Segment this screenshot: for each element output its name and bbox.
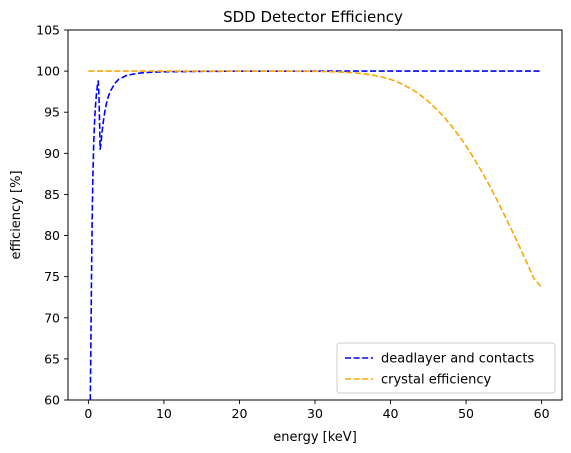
y-tick-label: 95: [44, 105, 60, 120]
y-tick-label: 60: [44, 393, 60, 408]
x-tick-label: 40: [383, 406, 399, 421]
y-tick-label: 105: [36, 23, 60, 38]
x-tick-label: 60: [534, 406, 550, 421]
y-tick-label: 100: [36, 64, 60, 79]
y-tick-label: 85: [44, 187, 60, 202]
series-line-1: [89, 70, 542, 400]
legend: deadlayer and contacts crystal efficiency: [336, 342, 556, 394]
plot-area: 0 10 20 30 40 50 60 60 65 70 75 80 85 90 95 100 105: [36, 23, 563, 421]
legend-label-1: deadlayer and contacts: [381, 352, 534, 367]
y-tick-label: 80: [44, 228, 60, 243]
x-axis-label: energy [keV]: [273, 430, 357, 445]
legend-box: [336, 342, 556, 394]
x-tick-label: 20: [232, 406, 248, 421]
y-tick-label: 75: [44, 269, 60, 284]
x-tick-label: 0: [84, 406, 92, 421]
x-tick-label: 50: [458, 406, 474, 421]
legend-label-2: crystal efficiency: [381, 373, 491, 388]
y-tick-label: 65: [44, 351, 60, 366]
x-axis-ticks: 0 10 20 30 40 50 60: [84, 400, 550, 421]
y-axis-label: efficiency [%]: [9, 170, 24, 259]
y-tick-label: 90: [44, 146, 60, 161]
x-tick-label: 10: [156, 406, 172, 421]
y-tick-label: 70: [44, 310, 60, 325]
x-tick-label: 30: [307, 406, 323, 421]
series-group: [88, 70, 543, 400]
y-axis-ticks: 60 65 70 75 80 85 90 95 100 105: [36, 23, 68, 408]
legend-items: deadlayer and contacts crystal efficiency: [345, 352, 534, 388]
series-line-2: [88, 70, 543, 288]
chart-title: SDD Detector Efficiency: [223, 8, 403, 26]
